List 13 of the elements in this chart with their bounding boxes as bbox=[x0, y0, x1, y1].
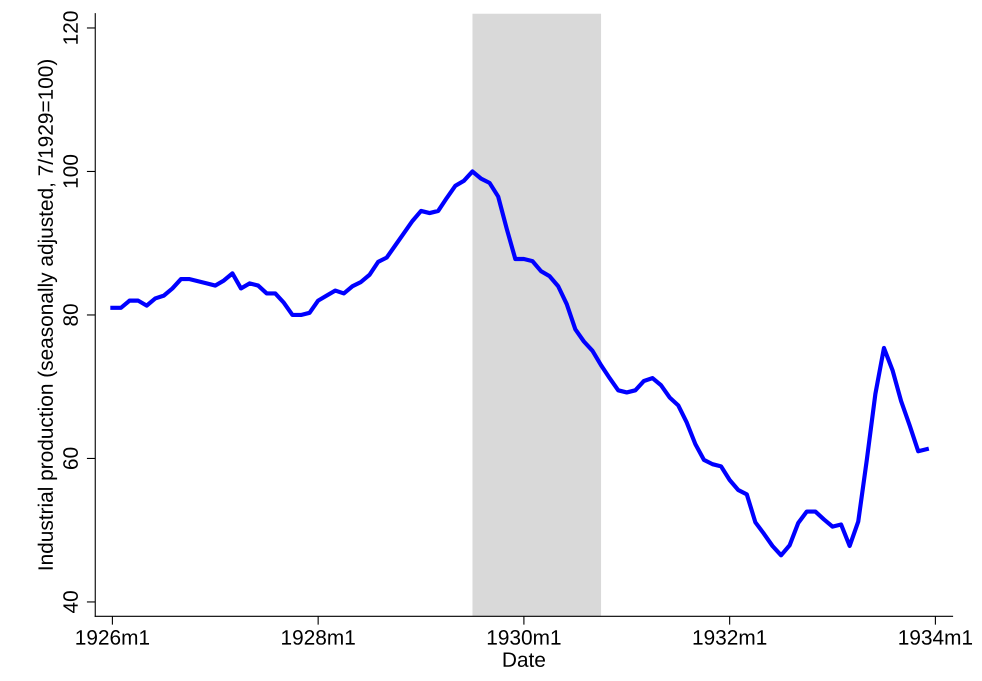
y-tick-label: 120 bbox=[63, 11, 78, 44]
y-tick-label: 60 bbox=[63, 448, 78, 469]
x-tick-label: 1928m1 bbox=[282, 630, 355, 645]
x-tick-label: 1930m1 bbox=[488, 630, 561, 645]
y-tick-label: 100 bbox=[63, 154, 78, 188]
x-tick-label: 1926m1 bbox=[76, 630, 150, 645]
y-tick-label: 40 bbox=[63, 591, 78, 614]
y-tick-label: 80 bbox=[63, 304, 78, 326]
x-tick-label: 1934m1 bbox=[899, 630, 972, 645]
y-axis-title: Industrial production (seasonally adjusted, 7/1929=100) bbox=[38, 60, 58, 570]
x-tick-label: 1932m1 bbox=[694, 630, 766, 645]
x-axis-title: Date bbox=[504, 652, 545, 667]
line-series bbox=[110, 169, 929, 558]
